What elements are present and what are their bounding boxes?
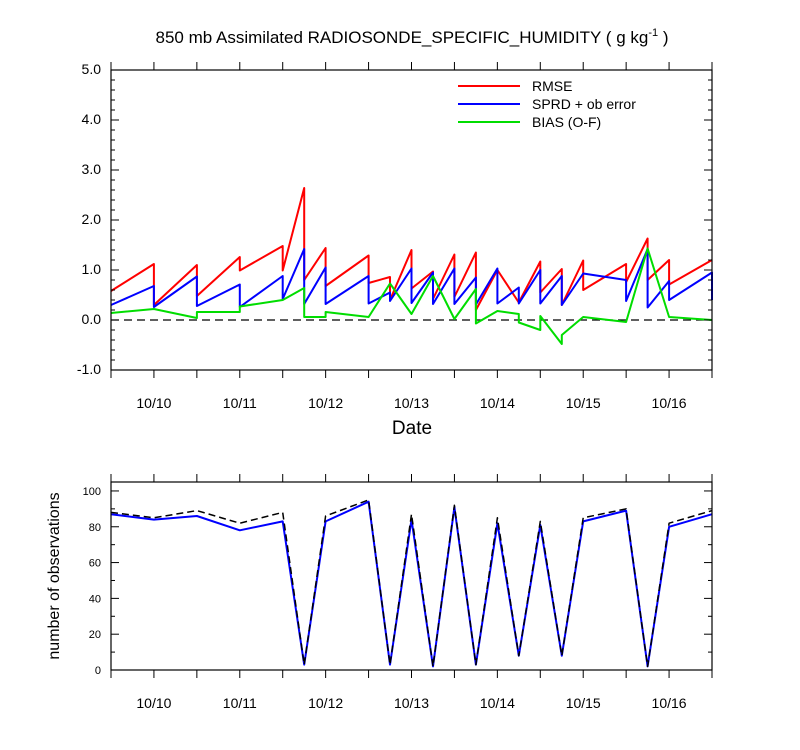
bottom-plot-area bbox=[110, 499, 713, 668]
y-tick-label: 0 bbox=[95, 665, 101, 677]
series-line-total bbox=[110, 499, 713, 668]
legend-label-rmse: RMSE bbox=[532, 78, 572, 94]
x-tick-label: 10/13 bbox=[394, 695, 429, 711]
x-tick-label: 10/16 bbox=[652, 695, 687, 711]
x-axis-label: Date bbox=[392, 418, 432, 439]
y-tick-label: 100 bbox=[83, 486, 101, 498]
series-line-assimilated bbox=[110, 500, 713, 668]
bottom-y-axis: 0 20 40 60 80 100 bbox=[83, 486, 712, 677]
series-line-bias-o-f bbox=[110, 247, 713, 345]
y-tick-label: 80 bbox=[89, 522, 101, 534]
top-plot-frame bbox=[110, 69, 713, 371]
x-tick-label: 10/12 bbox=[308, 695, 343, 711]
y-tick-label: 1.0 bbox=[82, 261, 102, 277]
y-tick-label: -1.0 bbox=[77, 361, 101, 377]
y-tick-label: 0.0 bbox=[82, 311, 102, 327]
legend-label-bias: BIAS (O-F) bbox=[532, 114, 601, 130]
x-tick-label: 10/14 bbox=[480, 395, 515, 411]
y-tick-label: 5.0 bbox=[82, 61, 102, 77]
y-tick-label: 2.0 bbox=[82, 211, 102, 227]
top-x-axis: 10/10 10/11 10/12 10/13 10/14 10/15 10/16 bbox=[110, 62, 713, 411]
y-tick-label: 4.0 bbox=[82, 111, 102, 127]
top-y-axis: -1.0 0.0 1.0 2.0 3.0 4.0 5.0 bbox=[77, 61, 712, 377]
x-tick-label: 10/14 bbox=[480, 695, 515, 711]
rmse-sprd-bias-chart: 850 mb Assimilated RADIOSONDE_SPECIFIC_H… bbox=[77, 27, 713, 439]
x-tick-label: 10/15 bbox=[566, 695, 601, 711]
bottom-x-axis: 10/10 10/11 10/12 10/13 10/14 10/15 10/16 bbox=[110, 474, 713, 711]
x-tick-label: 10/11 bbox=[223, 695, 257, 711]
x-tick-label: 10/10 bbox=[136, 395, 171, 411]
y-tick-label: 3.0 bbox=[82, 161, 102, 177]
y-axis-label: number of observations bbox=[46, 492, 63, 659]
x-tick-label: 10/10 bbox=[136, 695, 171, 711]
x-tick-label: 10/16 bbox=[652, 395, 687, 411]
y-tick-label: 20 bbox=[89, 629, 101, 641]
y-tick-label: 60 bbox=[89, 558, 101, 570]
x-tick-label: 10/12 bbox=[308, 395, 343, 411]
x-tick-label: 10/13 bbox=[394, 395, 429, 411]
x-tick-label: 10/11 bbox=[223, 395, 257, 411]
legend-label-sprd: SPRD + ob error bbox=[532, 96, 636, 112]
chart-title: 850 mb Assimilated RADIOSONDE_SPECIFIC_H… bbox=[156, 27, 669, 47]
legend: RMSE SPRD + ob error BIAS (O-F) bbox=[458, 78, 636, 130]
y-tick-label: 40 bbox=[89, 593, 101, 605]
x-tick-label: 10/15 bbox=[566, 395, 601, 411]
series-line-sprd-ob-error bbox=[110, 248, 713, 309]
top-plot-area bbox=[110, 187, 713, 345]
